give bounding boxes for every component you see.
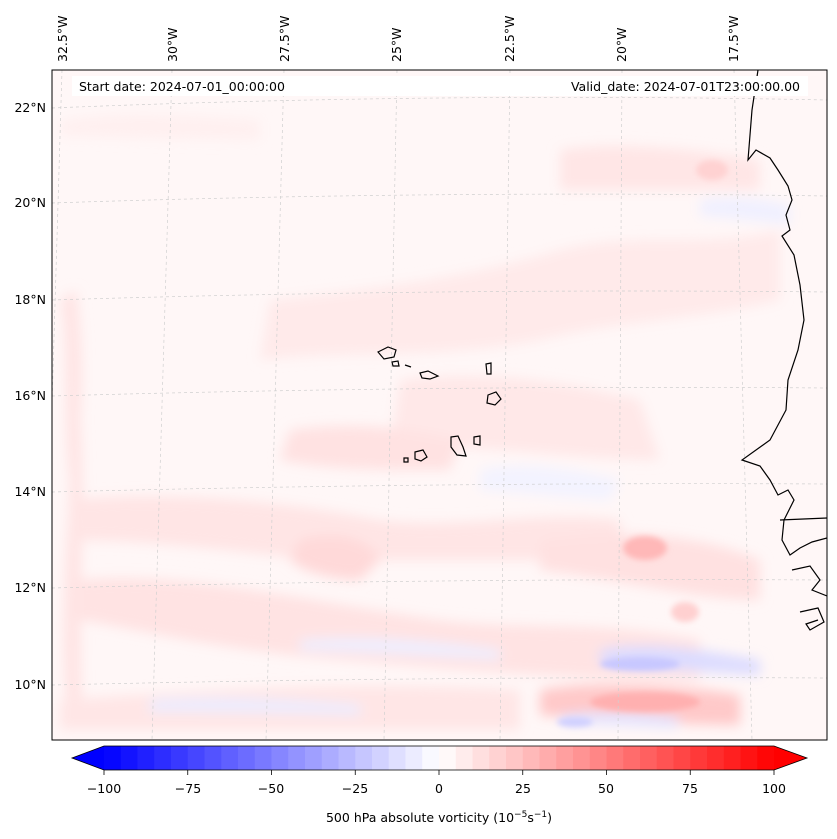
lon-label: 25°W	[389, 27, 404, 62]
lon-label: 32.5°W	[55, 16, 70, 62]
colorbar-cell	[573, 746, 591, 770]
colorbar-cell	[154, 746, 172, 770]
colorbar-cell	[455, 746, 473, 770]
lon-label: 20°W	[614, 27, 629, 62]
colorbar-cell	[472, 746, 490, 770]
island-maio	[473, 435, 481, 446]
lon-label: 27.5°W	[277, 16, 292, 62]
vorticity-min-2	[557, 717, 593, 727]
lat-label: 16°N	[14, 388, 46, 403]
colorbar-cell	[606, 746, 624, 770]
island-sao-vicente	[391, 360, 400, 367]
colorbar-cell	[388, 746, 406, 770]
lat-label: 12°N	[14, 580, 46, 595]
lat-label: 14°N	[14, 484, 46, 499]
colorbar-label: 500 hPa absolute vorticity (10−5s−1)	[326, 810, 552, 825]
colorbar-cell	[137, 746, 155, 770]
vorticity-max-4	[590, 692, 700, 712]
island-boa-vista	[486, 391, 502, 406]
start-date-label: Start date: 2024-07-01_00:00:00	[79, 79, 285, 94]
colorbar-cell	[372, 746, 390, 770]
colorbar-cell	[589, 746, 607, 770]
map-frame	[51, 69, 828, 741]
colorbar-cell	[221, 746, 239, 770]
lon-label: 17.5°W	[726, 16, 741, 62]
vorticity-max-1	[623, 536, 667, 560]
colorbar-cell	[204, 746, 222, 770]
lat-label: 10°N	[14, 677, 46, 692]
colorbar-cell	[355, 746, 373, 770]
colorbar-cell	[723, 746, 741, 770]
colorbar-cell	[104, 746, 122, 770]
colorbar-min-extend-arrow	[72, 746, 104, 770]
valid-date-label: Valid_date: 2024-07-01T23:00:00.00	[571, 79, 800, 94]
colorbar-cell	[757, 746, 775, 770]
colorbar-cell	[405, 746, 423, 770]
colorbar-tick-label: 75	[682, 781, 698, 796]
colorbar-tick-label: 25	[515, 781, 531, 796]
coastline	[740, 70, 827, 631]
colorbar-tick-label: −25	[342, 781, 368, 796]
gridlines	[52, 70, 827, 740]
africa-coastline	[740, 70, 827, 556]
colorbar-cell	[506, 746, 524, 770]
colorbar-cell	[171, 746, 189, 770]
island-brava	[403, 457, 409, 463]
colorbar-cell	[254, 746, 272, 770]
colorbar-max-extend-arrow	[774, 746, 807, 770]
lat-label: 22°N	[14, 100, 46, 115]
colorbar-cell	[556, 746, 574, 770]
vorticity-max-3	[671, 602, 699, 622]
island-sal	[485, 362, 492, 375]
colorbar-cell	[288, 746, 306, 770]
vorticity-min-1	[600, 657, 680, 671]
colorbar-tick-label: −50	[258, 781, 284, 796]
colorbar-cell	[640, 746, 658, 770]
colorbar-cell	[305, 746, 323, 770]
vorticity-max-2	[696, 160, 728, 180]
colorbar-tick-label: −75	[175, 781, 201, 796]
colorbar-tick-label: −100	[87, 781, 121, 796]
colorbar-cell	[673, 746, 691, 770]
lon-label: 30°W	[165, 27, 180, 62]
colorbar-cell	[439, 746, 457, 770]
colorbar-tick-label: 50	[598, 781, 614, 796]
colorbar-cell	[489, 746, 507, 770]
colorbar-cell	[623, 746, 641, 770]
colorbar: −100 −75 −50 −25 0 25 50 75 100 500 hPa …	[70, 745, 809, 825]
island-santo-antao	[377, 346, 397, 360]
island-fogo	[414, 449, 428, 462]
colorbar-cell	[707, 746, 725, 770]
lat-label: 20°N	[14, 195, 46, 210]
colorbar-cell	[422, 746, 440, 770]
colorbar-cell	[690, 746, 708, 770]
colorbar-cell	[120, 746, 138, 770]
colorbar-tick-label: 100	[762, 781, 786, 796]
colorbar-cell	[238, 746, 256, 770]
lon-label: 22.5°W	[502, 16, 517, 62]
colorbar-cell	[321, 746, 339, 770]
colorbar-cell	[656, 746, 674, 770]
colorbar-cell	[539, 746, 557, 770]
map-panel	[52, 70, 827, 740]
colorbar-cell	[338, 746, 356, 770]
colorbar-tick-label: 0	[435, 781, 443, 796]
header-band	[72, 76, 808, 96]
lat-label: 18°N	[14, 292, 46, 307]
colorbar-cell	[271, 746, 289, 770]
colorbar-cell	[187, 746, 205, 770]
island-santiago	[450, 435, 467, 457]
cape-verde-islands	[377, 346, 502, 463]
latitude-labels: 22°N 20°N 18°N 16°N 14°N 12°N 10°N	[14, 100, 46, 692]
colorbar-cell	[740, 746, 758, 770]
island-sao-nicolau	[419, 370, 440, 380]
colorbar-cell	[522, 746, 540, 770]
longitude-labels: 32.5°W 30°W 27.5°W 25°W 22.5°W 20°W 17.5…	[55, 16, 741, 62]
